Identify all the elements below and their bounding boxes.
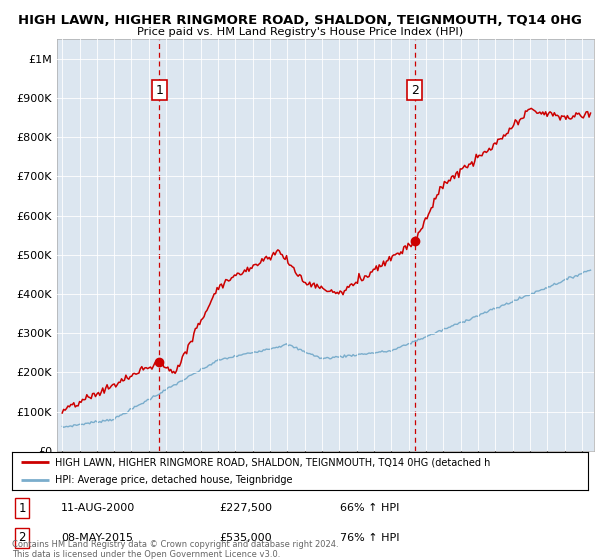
Text: 11-AUG-2000: 11-AUG-2000 [61, 503, 135, 513]
Text: HIGH LAWN, HIGHER RINGMORE ROAD, SHALDON, TEIGNMOUTH, TQ14 0HG: HIGH LAWN, HIGHER RINGMORE ROAD, SHALDON… [18, 14, 582, 27]
Text: 2: 2 [19, 531, 26, 544]
Text: HPI: Average price, detached house, Teignbridge: HPI: Average price, detached house, Teig… [55, 475, 293, 485]
Text: £535,000: £535,000 [220, 533, 272, 543]
Text: 2: 2 [411, 83, 419, 97]
Text: Price paid vs. HM Land Registry's House Price Index (HPI): Price paid vs. HM Land Registry's House … [137, 27, 463, 37]
Text: £227,500: £227,500 [220, 503, 272, 513]
Text: 1: 1 [19, 502, 26, 515]
Text: HIGH LAWN, HIGHER RINGMORE ROAD, SHALDON, TEIGNMOUTH, TQ14 0HG (detached h: HIGH LAWN, HIGHER RINGMORE ROAD, SHALDON… [55, 457, 491, 467]
Text: 08-MAY-2015: 08-MAY-2015 [61, 533, 133, 543]
Text: 76% ↑ HPI: 76% ↑ HPI [340, 533, 400, 543]
Text: 66% ↑ HPI: 66% ↑ HPI [340, 503, 400, 513]
Text: 1: 1 [155, 83, 163, 97]
Text: Contains HM Land Registry data © Crown copyright and database right 2024.
This d: Contains HM Land Registry data © Crown c… [12, 540, 338, 559]
